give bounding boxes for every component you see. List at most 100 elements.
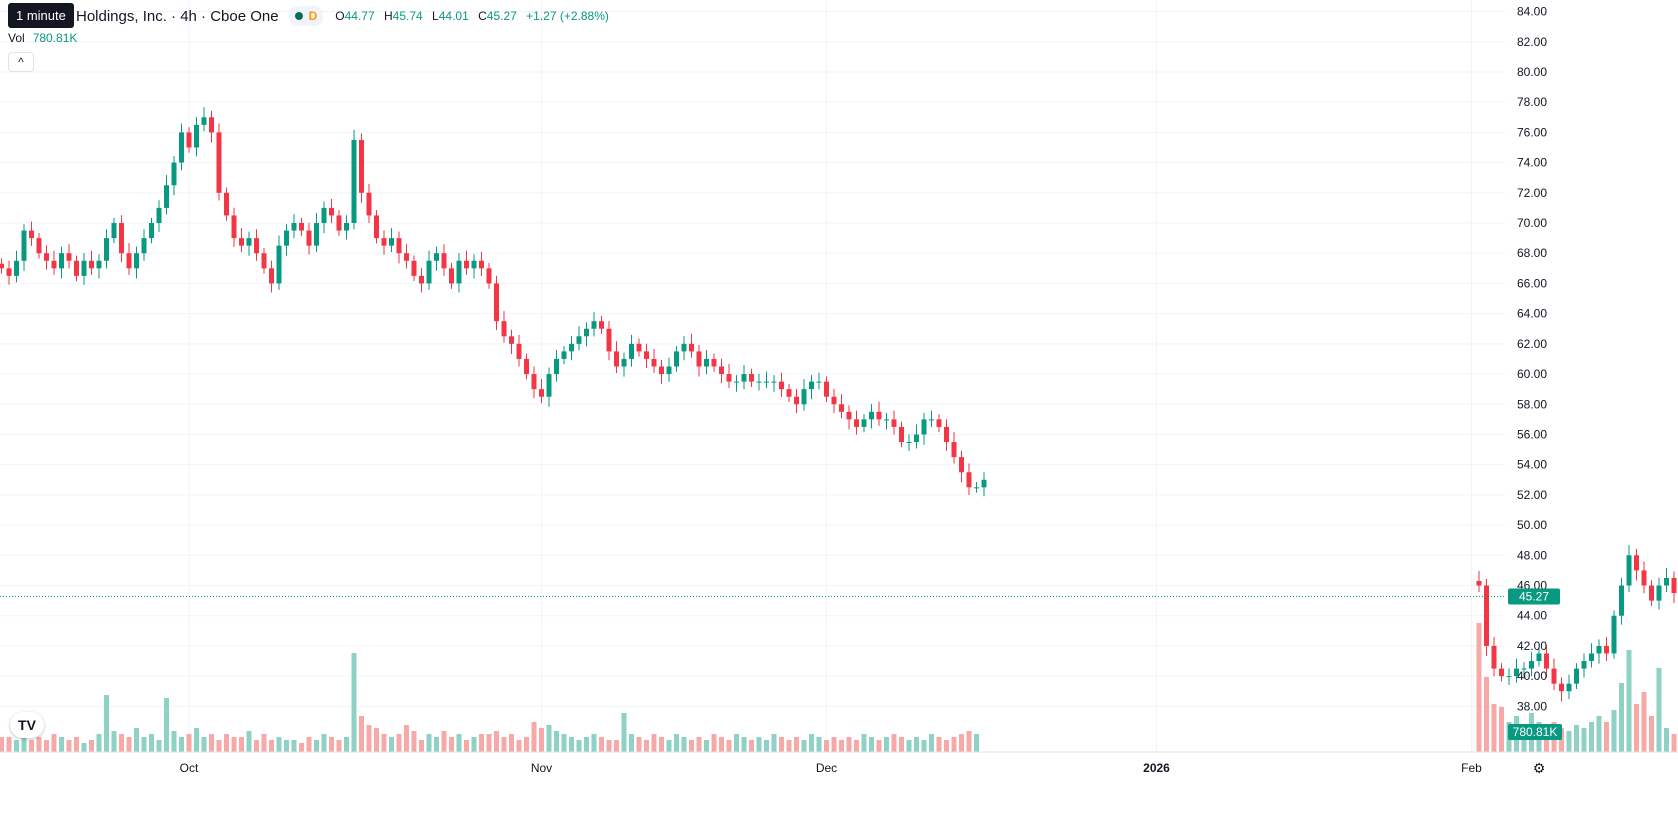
volume-bar: [1499, 707, 1504, 752]
volume-bar: [126, 737, 132, 752]
candle-body: [854, 419, 859, 427]
volume-bar: [869, 737, 874, 752]
candle-body: [764, 381, 769, 383]
candle-body: [561, 351, 567, 359]
collapse-legend-button[interactable]: ^: [8, 52, 34, 72]
candle-body: [14, 260, 19, 276]
volume-bar: [936, 737, 942, 752]
market-open-icon: [294, 12, 303, 20]
candle-body: [524, 358, 529, 375]
tradingview-logo-icon[interactable]: TV: [10, 712, 44, 738]
candle-body: [96, 260, 102, 269]
volume-bar: [809, 734, 814, 752]
last-volume-label: 780.81K: [1513, 725, 1558, 739]
volume-bar: [1626, 650, 1632, 752]
price-tick-label: 82.00: [1517, 35, 1547, 49]
candle-body: [621, 358, 627, 367]
candle-body: [149, 223, 154, 239]
candle-body: [704, 358, 709, 367]
candle-body: [1581, 661, 1587, 669]
volume-bar: [854, 740, 859, 752]
candle-body: [464, 260, 469, 269]
symbol-title[interactable]: Holdings, Inc. · 4h · Cboe One: [76, 7, 279, 25]
volume-bar: [1566, 731, 1572, 752]
volume-bar: [561, 734, 567, 752]
candle-body: [951, 442, 957, 458]
candle-body: [269, 268, 274, 284]
volume-bar: [966, 731, 972, 752]
time-tick-label: Feb: [1461, 761, 1482, 775]
volume-bar: [89, 740, 94, 752]
volume-bar: [741, 737, 747, 752]
price-tick-label: 38.00: [1517, 699, 1547, 713]
candle-body: [449, 268, 454, 284]
candle-body: [869, 411, 874, 420]
market-status[interactable]: D: [288, 6, 324, 26]
volume-bar: [359, 716, 364, 752]
candle-body: [479, 260, 484, 269]
volume-bar: [816, 737, 822, 752]
candle-body: [591, 321, 597, 329]
volume-bar: [276, 737, 282, 752]
candle-body: [779, 381, 784, 390]
candle-body: [824, 381, 829, 397]
volume-bar: [111, 731, 117, 752]
candle-body: [666, 366, 672, 375]
volume-bar: [1581, 728, 1587, 752]
candle-body: [636, 343, 642, 352]
volume-bar: [636, 737, 642, 752]
time-axis[interactable]: OctNovDec2026FebMar: [0, 751, 1678, 775]
candle-body: [576, 336, 582, 344]
volume-bar: [29, 740, 34, 752]
volume-bars: [0, 623, 1677, 752]
candle-body: [711, 358, 717, 367]
volume-bar: [1604, 722, 1609, 752]
candle-body: [546, 374, 552, 397]
volume-bar: [201, 737, 207, 752]
volume-bar: [621, 713, 627, 752]
candle-body: [914, 434, 919, 443]
candle-body: [0, 263, 4, 269]
chart-grid: [0, 0, 1505, 752]
candle-body: [351, 139, 357, 224]
volume-bar: [501, 737, 507, 752]
time-tick-label: 2026: [1143, 761, 1170, 775]
volume-bar: [351, 653, 357, 752]
candle-body: [801, 389, 807, 405]
candle-body: [344, 223, 349, 231]
candle-body: [419, 275, 424, 284]
candle-body: [1634, 555, 1639, 571]
candle-body: [1611, 615, 1617, 654]
price-axis[interactable]: 38.0040.0042.0044.0046.0048.0050.0052.00…: [1517, 5, 1547, 714]
volume-bar: [1664, 728, 1669, 752]
price-tick-label: 52.00: [1517, 488, 1547, 502]
candle-body: [846, 411, 852, 420]
candle-body: [936, 419, 942, 427]
volume-bar: [539, 728, 544, 752]
volume-bar: [1484, 677, 1489, 752]
candle-body: [1641, 570, 1647, 586]
volume-bar: [246, 731, 252, 752]
last-price-tag: 45.27: [1508, 588, 1560, 605]
interval-tooltip: 1 minute: [8, 3, 74, 28]
volume-bar: [861, 734, 867, 752]
ohlc-values: O44.77 H45.74 L44.01 C45.27 +1.27 (+2.88…: [335, 9, 615, 23]
candle-body: [786, 389, 792, 397]
candle-body: [816, 381, 822, 383]
price-tick-label: 78.00: [1517, 95, 1547, 109]
volume-bar: [1589, 722, 1594, 752]
volume-bar: [419, 740, 424, 752]
volume-bar: [456, 734, 462, 752]
price-tick-label: 48.00: [1517, 548, 1547, 562]
volume-bar: [1596, 716, 1602, 752]
high-value: 45.74: [392, 9, 423, 23]
candle-body: [884, 419, 889, 421]
volume-bar: [696, 737, 702, 752]
volume-bar: [156, 740, 162, 752]
candle-body: [1544, 653, 1549, 669]
candle-body: [164, 185, 169, 208]
volume-bar: [891, 734, 897, 752]
gear-icon[interactable]: ⚙: [1532, 760, 1546, 776]
candle-body: [1506, 676, 1512, 678]
